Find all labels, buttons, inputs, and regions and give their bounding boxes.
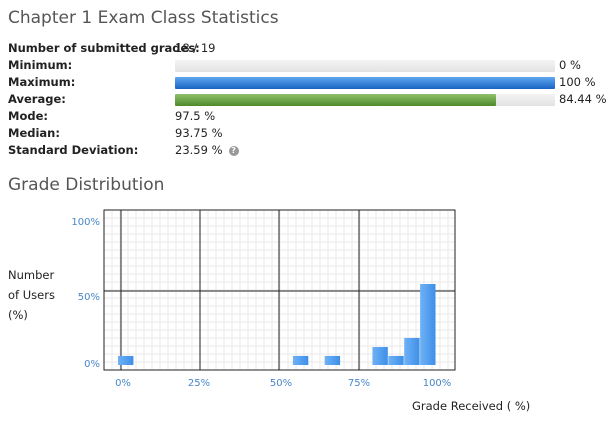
- chart-ylabel: Number of Users (%): [8, 265, 55, 325]
- maximum-bar: [175, 77, 555, 89]
- stat-label: Standard Deviation:: [8, 143, 139, 157]
- x-tick-label: 75%: [348, 378, 370, 389]
- stat-minimum: Minimum: 0 %: [8, 57, 608, 74]
- histogram-bar: [292, 355, 309, 365]
- stat-mode: Mode: 97.5 %: [8, 108, 608, 125]
- x-tick-label: 25%: [188, 378, 210, 389]
- stat-value: 0 %: [559, 58, 581, 72]
- stat-label: Maximum:: [8, 75, 76, 89]
- maximum-bar-fill: [175, 77, 555, 89]
- histogram-bar: [118, 355, 134, 365]
- average-bar: [175, 94, 555, 106]
- y-tick-label: 0%: [84, 359, 100, 370]
- average-bar-fill: [175, 94, 496, 106]
- stat-average: Average: 84.44 %: [8, 91, 608, 108]
- stat-label: Average:: [8, 92, 66, 106]
- chart-xlabel: Grade Received ( %): [412, 399, 531, 413]
- x-tick-label: 0%: [115, 378, 131, 389]
- page-title: Chapter 1 Exam Class Statistics: [8, 8, 279, 28]
- stat-value: 23.59 %: [175, 143, 223, 157]
- help-circle-icon[interactable]: ?: [228, 145, 239, 156]
- stat-label: Minimum:: [8, 58, 73, 72]
- histogram-bar: [420, 284, 436, 365]
- stat-value: 84.44 %: [559, 92, 607, 106]
- plot-frame: [103, 209, 456, 371]
- ylabel-line: (%): [8, 308, 28, 322]
- distribution-title: Grade Distribution: [8, 175, 165, 195]
- stat-value: 100 %: [559, 75, 596, 89]
- stat-value: 97.5 %: [175, 109, 216, 123]
- minimum-bar: [175, 60, 555, 72]
- histogram-bar: [372, 347, 388, 365]
- y-tick-label: 50%: [78, 292, 100, 303]
- histogram-bar: [388, 355, 404, 365]
- stat-value: 93.75 %: [175, 126, 223, 140]
- ylabel-line: of Users: [8, 288, 55, 302]
- stat-label: Number of submitted grades:: [8, 41, 200, 55]
- x-tick-label: 50%: [270, 378, 292, 389]
- stat-label: Mode:: [8, 109, 48, 123]
- stat-label: Median:: [8, 126, 60, 140]
- stat-value-wrap: 23.59 %?: [175, 142, 239, 159]
- stats-panel: Number of submitted grades: 18 / 19 Mini…: [8, 40, 608, 159]
- grade-distribution-chart: 0% 25% 50% 75% 100% 100% 50% 0%: [71, 209, 456, 389]
- stat-maximum: Maximum: 100 %: [8, 74, 608, 91]
- stat-median: Median: 93.75 %: [8, 125, 608, 142]
- stat-stddev: Standard Deviation: 23.59 %?: [8, 142, 608, 159]
- x-tick-label: 100%: [423, 378, 452, 389]
- histogram-bar: [404, 337, 420, 365]
- y-tick-label: 100%: [71, 217, 100, 228]
- ylabel-line: Number: [8, 268, 55, 282]
- stat-value: 18 / 19: [175, 41, 216, 55]
- stat-submitted: Number of submitted grades: 18 / 19: [8, 40, 608, 57]
- histogram-bar: [324, 355, 341, 365]
